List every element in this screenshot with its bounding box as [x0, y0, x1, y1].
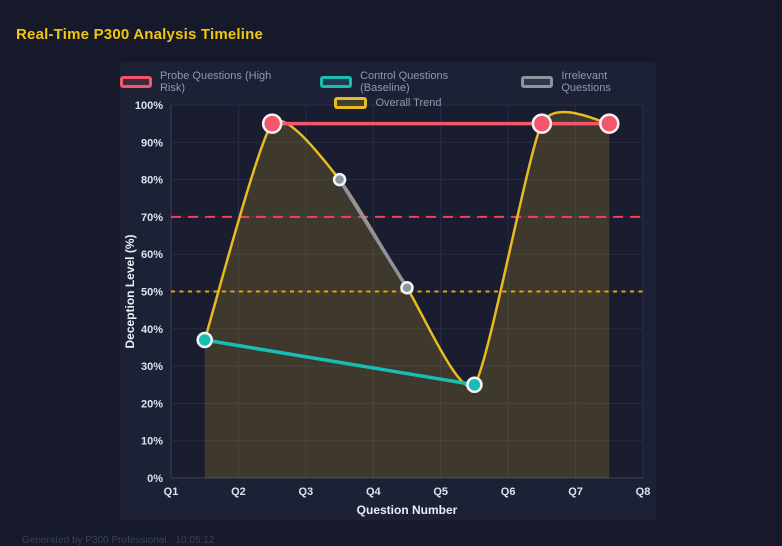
y-tick-label: 10%	[141, 436, 163, 448]
x-tick-label: Q4	[366, 486, 382, 498]
y-tick-label: 60%	[141, 249, 163, 261]
y-tick-label: 20%	[141, 398, 163, 410]
legend-swatch	[120, 76, 152, 88]
page-title: Real-Time P300 Analysis Timeline	[16, 26, 264, 43]
data-point-marker[interactable]	[400, 281, 414, 295]
series-line-2	[337, 177, 409, 290]
x-tick-label: Q7	[568, 486, 583, 498]
data-point-marker[interactable]	[261, 113, 283, 134]
y-tick-label: 90%	[141, 137, 163, 149]
legend-item[interactable]: Probe Questions (High Risk)	[120, 70, 294, 94]
legend-label: Probe Questions (High Risk)	[159, 70, 272, 94]
x-tick-label: Q3	[299, 486, 314, 498]
data-point-marker[interactable]	[332, 172, 347, 187]
legend-label: Overall Trend	[375, 97, 442, 109]
y-tick-label: 30%	[141, 361, 163, 373]
legend-item[interactable]: Overall Trend	[334, 97, 442, 109]
data-point-marker[interactable]	[531, 113, 553, 134]
legend-label: Control Questions (Baseline)	[360, 70, 449, 94]
y-axis-title: Deception Level (%)	[123, 234, 137, 348]
x-tick-label: Q1	[164, 486, 179, 498]
x-tick-label: Q6	[501, 486, 516, 498]
legend-row-2: Overall Trend	[334, 97, 442, 109]
x-tick-label: Q5	[433, 486, 448, 498]
legend-swatch	[334, 97, 368, 109]
y-tick-label: 40%	[141, 324, 163, 336]
legend-item[interactable]: Control Questions (Baseline)	[320, 70, 495, 94]
y-tick-label: 70%	[141, 212, 163, 224]
chart-legend: Probe Questions (High Risk) Control Quest…	[120, 70, 656, 109]
y-tick-label: 50%	[141, 287, 163, 299]
y-tick-label: 100%	[135, 100, 163, 112]
legend-swatch	[320, 76, 353, 88]
legend-label: Irrelevant Questions	[561, 70, 611, 94]
y-tick-label: 0%	[147, 473, 163, 485]
data-point-marker[interactable]	[599, 113, 620, 134]
legend-swatch	[521, 76, 554, 88]
legend-item[interactable]: Irrelevant Questions	[521, 70, 656, 94]
trend-fill-area	[204, 112, 610, 478]
x-axis-title: Question Number	[357, 503, 458, 517]
timeline-chart: 0% 10% 20% 30% 40% 50% 60% 70% 80% 90% 100% Q1 Q2 Q3 Q…	[123, 100, 651, 517]
series-line-1	[202, 338, 477, 387]
legend-row-1: Probe Questions (High Risk) Control Quest…	[120, 70, 656, 94]
x-tick-label: Q2	[231, 486, 246, 498]
x-tick-label: Q8	[636, 486, 651, 498]
footer-note: Generated by P300 Professional · 10:05:1…	[22, 535, 215, 546]
data-point-marker[interactable]	[196, 331, 213, 349]
data-point-marker[interactable]	[466, 376, 483, 393]
y-tick-label: 80%	[141, 175, 163, 187]
chart-panel: Probe Questions (High Risk) Control Quest…	[120, 62, 656, 520]
